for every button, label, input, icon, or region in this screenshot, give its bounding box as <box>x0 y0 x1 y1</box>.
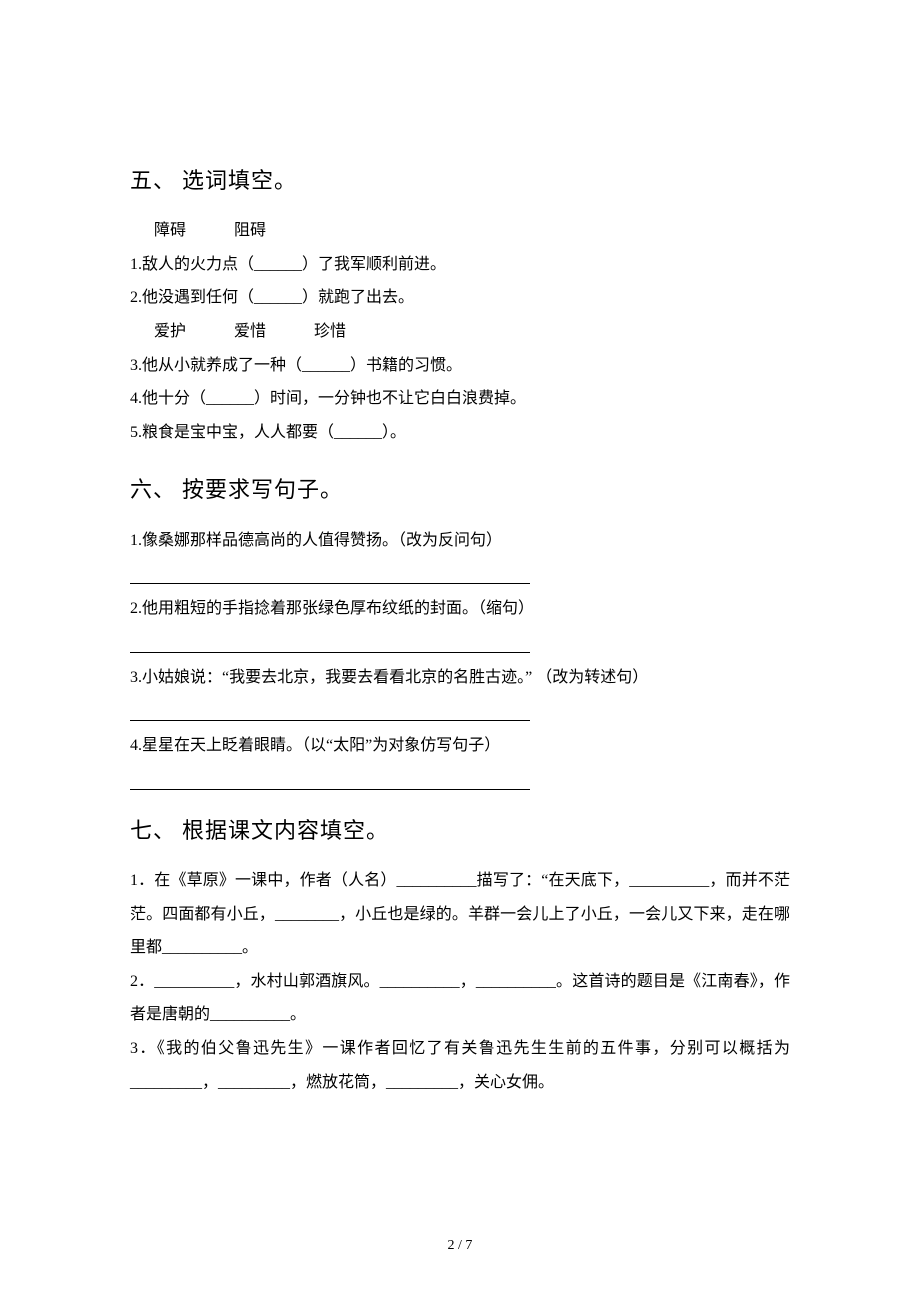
s6-q1-blank <box>130 557 530 584</box>
s6-q3: 3.小姑娘说：“我要去北京，我要去看看北京的名胜古迹。” （改为转述句） <box>130 661 790 695</box>
section-6-heading: 六、按要求写句子。 <box>130 467 790 513</box>
s5-q5: 5.粮食是宝中宝，人人都要（______）。 <box>130 416 790 450</box>
page-number: 2 / 7 <box>0 1238 920 1254</box>
s6-q2: 2.他用粗短的手指捻着那张绿色厚布纹纸的封面。（缩句） <box>130 592 790 626</box>
section-7-heading: 七、根据课文内容填空。 <box>130 808 790 854</box>
page-content: 五、选词填空。 障碍 阻碍 1.敌人的火力点（______）了我军顺利前进。 2… <box>0 0 920 1159</box>
s7-q3: 3．《我的伯父鲁迅先生》一课作者回忆了有关鲁迅先生生前的五件事，分别可以概括为_… <box>130 1032 790 1099</box>
s6-q2-blank <box>130 626 530 653</box>
section-6-num: 六、 <box>130 477 176 502</box>
s5-q2: 2.他没遇到任何（______）就跑了出去。 <box>130 281 790 315</box>
s5-q1: 1.敌人的火力点（______）了我军顺利前进。 <box>130 248 790 282</box>
word-group-1: 障碍 阻碍 <box>130 214 790 248</box>
s6-q1: 1.像桑娜那样品德高尚的人值得赞扬。（改为反问句） <box>130 524 790 558</box>
section-7-num: 七、 <box>130 818 176 843</box>
section-5-heading: 五、选词填空。 <box>130 158 790 204</box>
s7-q2: 2．__________，水村山郭酒旗风。__________，________… <box>130 965 790 1032</box>
section-6-title: 按要求写句子。 <box>182 477 343 502</box>
s6-q3-blank <box>130 694 530 721</box>
section-5-num: 五、 <box>130 168 176 193</box>
word-group-2: 爱护 爱惜 珍惜 <box>130 315 790 349</box>
s5-q3: 3.他从小就养成了一种（______）书籍的习惯。 <box>130 349 790 383</box>
s5-q4: 4.他十分（______）时间，一分钟也不让它白白浪费掉。 <box>130 382 790 416</box>
section-5-title: 选词填空。 <box>182 168 297 193</box>
s6-q4-blank <box>130 763 530 790</box>
s7-q1: 1．在《草原》一课中，作者（人名）__________描写了：“在天底下，___… <box>130 864 790 965</box>
section-7-title: 根据课文内容填空。 <box>182 818 389 843</box>
s6-q4: 4.星星在天上眨着眼睛。（以“太阳”为对象仿写句子） <box>130 729 790 763</box>
